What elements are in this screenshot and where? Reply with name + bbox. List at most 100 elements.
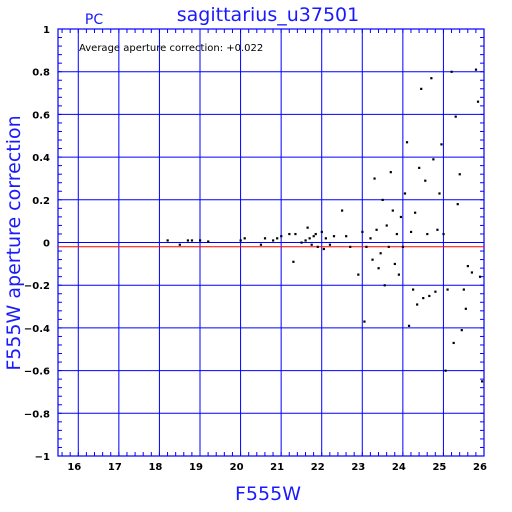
data-point [357, 273, 360, 276]
data-point [478, 275, 482, 278]
data-point [466, 264, 469, 268]
data-point [288, 232, 291, 236]
y-tick-label: −0.4 [24, 324, 50, 335]
data-point [397, 273, 400, 276]
data-point [361, 230, 364, 234]
x-tick-label: 19 [189, 462, 203, 473]
plot-area: 16 17 18 19 20 21 22 23 24 25 26 −1 −0.8 −0.6 −0.4 −0.2… [24, 25, 487, 473]
x-tick-label: 16 [67, 462, 81, 473]
y-tick-label: −1 [35, 452, 50, 463]
data-point [442, 232, 445, 236]
y-tick-label: 0.8 [32, 68, 50, 79]
y-tick-label: 0.2 [32, 196, 50, 207]
data-point [420, 87, 423, 90]
data-point [259, 243, 263, 246]
y-tick-label: 0 [43, 239, 50, 250]
x-tick-label: 17 [108, 462, 122, 473]
data-point [403, 192, 407, 195]
data-point [480, 380, 484, 383]
data-point [312, 235, 315, 238]
data-point [314, 232, 317, 236]
y-axis-label: F555W aperture correction [3, 115, 25, 370]
data-point [320, 230, 323, 234]
data-point [416, 303, 419, 306]
data-point [383, 284, 386, 287]
data-point [300, 241, 303, 244]
chart-title: sagittarius_u37501 [177, 4, 359, 26]
data-point [239, 239, 242, 242]
data-point [316, 245, 319, 248]
data-point [341, 209, 344, 212]
data-point [365, 245, 368, 248]
data-point [306, 226, 309, 229]
data-point [414, 211, 417, 214]
data-point [379, 252, 382, 255]
data-point [387, 245, 390, 248]
data-point [190, 239, 194, 242]
data-point [446, 288, 449, 291]
x-tick-label: 22 [311, 462, 325, 473]
annotation: Average aperture correction: +0.022 [79, 43, 263, 54]
data-point [474, 68, 478, 71]
data-point [462, 288, 465, 291]
data-point [434, 290, 437, 293]
y-tick-label: 0.6 [32, 110, 50, 121]
x-tick-label: 24 [392, 462, 406, 473]
data-point [395, 232, 398, 236]
x-tick-label: 23 [351, 462, 365, 473]
data-point [308, 237, 311, 240]
data-point [456, 203, 459, 206]
data-point [430, 77, 433, 80]
data-point [424, 179, 427, 182]
data-point [328, 243, 332, 246]
data-point [428, 294, 431, 298]
data-point [393, 262, 396, 266]
data-point [166, 239, 169, 242]
data-point [385, 224, 388, 227]
data-point [470, 271, 474, 274]
data-point [272, 239, 275, 242]
data-point [369, 237, 372, 240]
data-point [373, 177, 376, 180]
data-point [450, 70, 453, 73]
data-point [426, 232, 429, 236]
data-point [280, 235, 283, 238]
data-point [409, 230, 413, 234]
data-point [432, 158, 435, 161]
y-tick-label: 1 [43, 25, 50, 36]
data-point [401, 245, 405, 248]
data-point [436, 228, 439, 231]
y-tick-label: 0.4 [32, 153, 50, 164]
data-point [371, 258, 374, 261]
data-point [391, 209, 394, 212]
data-point [418, 166, 421, 169]
data-point [399, 215, 403, 219]
x-axis-label: F555W [235, 483, 301, 505]
data-point [412, 288, 415, 291]
data-point [407, 324, 411, 327]
data-point [460, 329, 463, 332]
data-point [263, 237, 267, 240]
data-point [178, 243, 181, 246]
data-point [363, 320, 366, 323]
data-point [243, 237, 246, 240]
data-point [322, 247, 325, 251]
data-point [389, 171, 392, 174]
data-point [452, 341, 455, 345]
data-point [304, 239, 307, 242]
y-tick-label: −0.6 [24, 367, 50, 378]
data-point [292, 260, 295, 263]
data-point [294, 232, 297, 236]
data-point [345, 235, 348, 238]
data-point [405, 141, 409, 144]
corner-label: PC [85, 12, 103, 28]
data-point [310, 243, 313, 246]
data-point [276, 237, 279, 240]
y-tick-label: −0.8 [24, 409, 50, 420]
data-point [458, 173, 461, 176]
data-point [440, 143, 443, 146]
data-point [186, 239, 190, 242]
data-point [207, 240, 210, 243]
data-point [377, 267, 380, 270]
